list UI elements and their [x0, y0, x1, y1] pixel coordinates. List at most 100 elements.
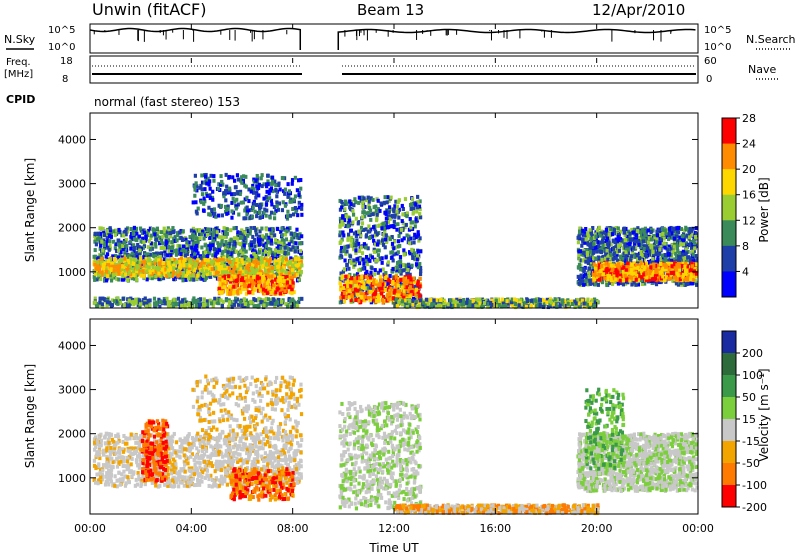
heatmap-cell	[405, 233, 409, 238]
heatmap-cell	[219, 298, 223, 303]
heatmap-cell	[412, 240, 416, 245]
heatmap-cell	[354, 246, 358, 251]
heatmap-cell	[180, 238, 185, 243]
heatmap-cell	[251, 183, 255, 188]
heatmap-cell	[223, 270, 227, 275]
heatmap-cell	[283, 191, 287, 196]
heatmap-cell	[407, 275, 411, 280]
heatmap-cell	[262, 283, 266, 288]
heatmap-cell	[151, 265, 155, 270]
heatmap-cell	[176, 233, 180, 238]
heatmap-cell	[341, 286, 345, 291]
heatmap-cell	[297, 299, 301, 304]
heatmap-cell	[270, 241, 274, 246]
heatmap-cell	[279, 280, 283, 285]
heatmap-cell	[269, 276, 273, 281]
heatmap-cell	[232, 226, 236, 231]
heatmap-cell	[167, 268, 171, 273]
heatmap-cell	[257, 296, 261, 301]
heatmap-cell	[137, 245, 141, 250]
heatmap-cell	[197, 262, 201, 267]
heatmap-cell	[384, 283, 388, 288]
heatmap-cell	[386, 262, 390, 267]
heatmap-cell	[399, 277, 403, 282]
heatmap-cell	[187, 268, 191, 273]
heatmap-cell	[212, 229, 216, 234]
heatmap-cell	[107, 231, 111, 236]
heatmap-cell	[396, 283, 400, 288]
heatmap-cell	[181, 271, 185, 276]
heatmap-cell	[106, 245, 110, 250]
heatmap-cell	[167, 244, 171, 249]
heatmap-cell	[429, 304, 434, 309]
heatmap-cell	[417, 286, 421, 291]
heatmap-cell	[399, 260, 403, 265]
heatmap-cell	[132, 246, 136, 251]
heatmap-cell	[147, 273, 151, 278]
heatmap-cell	[359, 290, 363, 295]
heatmap-cell	[586, 239, 590, 244]
heatmap-cell	[157, 229, 161, 234]
heatmap-cell	[133, 273, 138, 278]
heatmap-cell	[120, 266, 124, 271]
heatmap-cell	[130, 236, 134, 241]
heatmap-cell	[355, 272, 360, 277]
heatmap-cell	[151, 227, 155, 232]
heatmap-cell	[187, 266, 192, 271]
heatmap-cell	[266, 252, 271, 257]
heatmap-cell	[349, 206, 353, 211]
heatmap-cell	[199, 183, 203, 188]
heatmap-cell	[113, 275, 117, 280]
heatmap-cell	[398, 280, 402, 285]
heatmap-cell	[149, 252, 153, 257]
heatmap-cell	[93, 296, 97, 301]
heatmap-cell	[180, 249, 184, 254]
heatmap-cell	[236, 302, 241, 307]
heatmap-cell	[357, 258, 361, 263]
heatmap-cell	[383, 245, 387, 250]
heatmap-cell	[290, 270, 294, 275]
heatmap-cell	[263, 249, 268, 254]
heatmap-cell	[376, 270, 380, 275]
heatmap-cell	[113, 271, 117, 276]
heatmap-cell	[279, 256, 283, 261]
heatmap-cell	[113, 299, 117, 304]
heatmap-cell	[226, 188, 230, 193]
heatmap-cell	[376, 293, 381, 298]
heatmap-cell	[266, 297, 271, 302]
heatmap-cell	[126, 278, 130, 283]
heatmap-cell	[148, 298, 152, 303]
heatmap-cell	[97, 302, 101, 307]
heatmap-cell	[300, 206, 304, 211]
heatmap-cell	[395, 304, 400, 309]
heatmap-cell	[418, 298, 422, 303]
heatmap-cell	[361, 257, 365, 262]
heatmap-cell	[129, 234, 133, 239]
heatmap-cell	[192, 268, 197, 273]
heatmap-cell	[354, 248, 358, 253]
heatmap-cell	[435, 298, 439, 303]
heatmap-cell	[354, 282, 359, 287]
heatmap-cell	[199, 302, 203, 307]
heatmap-cell	[460, 302, 464, 307]
heatmap-cell	[597, 225, 601, 230]
heatmap-cell	[361, 227, 366, 232]
heatmap-cell	[168, 273, 172, 278]
heatmap-cell	[166, 226, 170, 231]
heatmap-cell	[211, 189, 215, 194]
heatmap-cell	[416, 282, 420, 287]
heatmap-cell	[291, 245, 295, 250]
heatmap-cell	[99, 277, 103, 282]
heatmap-cell	[166, 238, 171, 243]
heatmap-cell	[254, 304, 258, 309]
heatmap-cell	[543, 302, 547, 307]
heatmap-cell	[282, 279, 286, 284]
heatmap-cell	[140, 261, 144, 266]
heatmap-cell	[131, 270, 136, 275]
heatmap-cell	[222, 191, 226, 196]
heatmap-cell	[232, 242, 236, 247]
heatmap-cell	[353, 277, 357, 282]
heatmap-cell	[398, 269, 402, 274]
heatmap-cell	[411, 211, 415, 216]
heatmap-cell	[265, 281, 269, 286]
